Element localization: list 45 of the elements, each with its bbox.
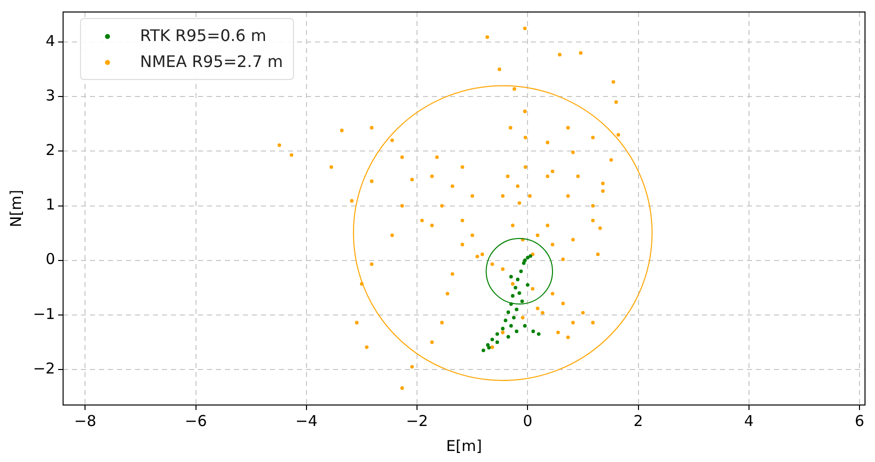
y-tick-label: 3 (46, 86, 56, 104)
point (512, 316, 516, 320)
point (487, 346, 491, 350)
point (504, 318, 508, 322)
point (506, 334, 510, 339)
point (518, 291, 522, 295)
point (495, 332, 500, 336)
x-tick-label: 4 (744, 412, 754, 430)
point (514, 330, 518, 334)
x-tick-label: 6 (854, 412, 864, 430)
legend-label: NMEA R95=2.7 m (140, 51, 283, 73)
point (526, 256, 530, 260)
point (500, 326, 505, 330)
x-axis-title: E[m] (446, 436, 482, 455)
y-tick-label: 4 (46, 32, 56, 50)
point (523, 324, 527, 328)
y-tick-label: 0 (46, 250, 56, 268)
y-tick-label: 1 (46, 196, 56, 214)
x-tick-label: −8 (74, 412, 96, 430)
x-tick-label: −2 (406, 412, 428, 430)
point (506, 310, 510, 314)
point (510, 294, 515, 298)
x-tick-label: 0 (522, 412, 532, 430)
point (514, 286, 518, 290)
point (482, 348, 486, 352)
x-tick-label: −4 (295, 412, 318, 430)
y-tick-label: −2 (32, 359, 56, 378)
point (495, 340, 500, 344)
point (514, 308, 518, 312)
point (536, 332, 541, 336)
y-axis-title: N[m] (6, 190, 25, 228)
point (516, 278, 520, 282)
point (526, 283, 530, 287)
y-tick-label: 2 (46, 141, 56, 160)
point (520, 299, 524, 304)
y-tick-label: −1 (32, 304, 56, 323)
point (519, 269, 523, 274)
x-tick-label: 2 (633, 412, 644, 430)
point (509, 274, 513, 279)
point (509, 324, 513, 328)
legend-label: RTK R95=0.6 m (140, 25, 266, 47)
x-tick-label: −6 (184, 412, 207, 430)
point (490, 338, 494, 342)
point (523, 258, 527, 262)
point (531, 330, 535, 334)
